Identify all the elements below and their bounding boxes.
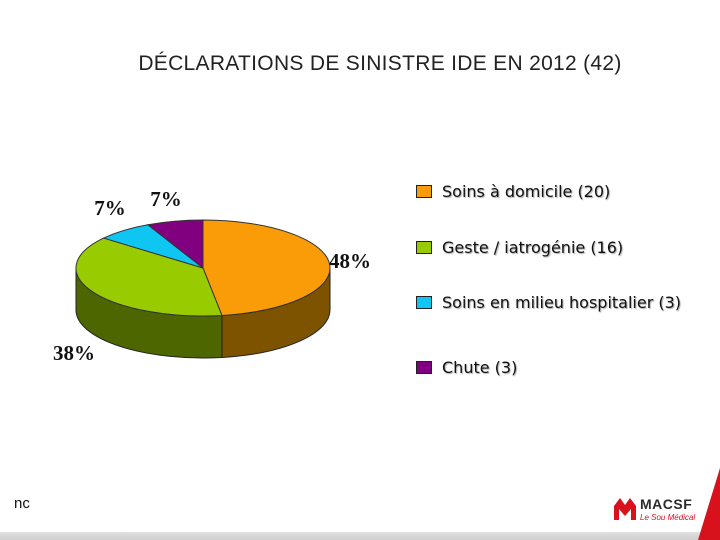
legend-label: Soins en milieu hospitalier (3)	[442, 292, 682, 312]
footer-bar	[0, 532, 720, 540]
macsf-logo: MACSF Le Sou Médical	[612, 494, 704, 526]
legend-swatch	[416, 360, 432, 374]
legend-swatch	[416, 240, 432, 254]
logo-text: MACSF	[640, 496, 693, 512]
pie-slice	[75, 237, 223, 317]
legend-swatch	[416, 184, 432, 198]
pie-percent-label: 38%	[53, 341, 95, 365]
legend-label: Soins à domicile (20)	[442, 181, 611, 201]
legend-label: Chute (3)	[442, 357, 518, 377]
legend-item-soins-domicile: Soins à domicile (20)	[416, 176, 716, 206]
footer-note: nc	[14, 495, 30, 512]
chart-title: DÉCLARATIONS DE SINISTRE IDE EN 2012 (42…	[138, 52, 622, 75]
corner-accent	[698, 468, 720, 540]
legend-item-geste-iatrogenie: Geste / iatrogénie (16)	[416, 232, 716, 262]
logo-mark-icon	[614, 498, 636, 520]
legend-swatch	[416, 295, 432, 309]
legend-item-soins-hospitalier: Soins en milieu hospitalier (3)	[416, 287, 716, 317]
pie-percent-label: 7%	[94, 196, 126, 220]
pie-slice	[146, 219, 204, 270]
pie-slice	[202, 219, 331, 316]
legend-label: Geste / iatrogénie (16)	[442, 237, 624, 257]
legend-item-chute: Chute (3)	[416, 352, 716, 382]
logo-subtext: Le Sou Médical	[640, 513, 696, 522]
pie-percent-label: 48%	[329, 249, 371, 273]
pie-percent-label: 7%	[150, 187, 182, 211]
